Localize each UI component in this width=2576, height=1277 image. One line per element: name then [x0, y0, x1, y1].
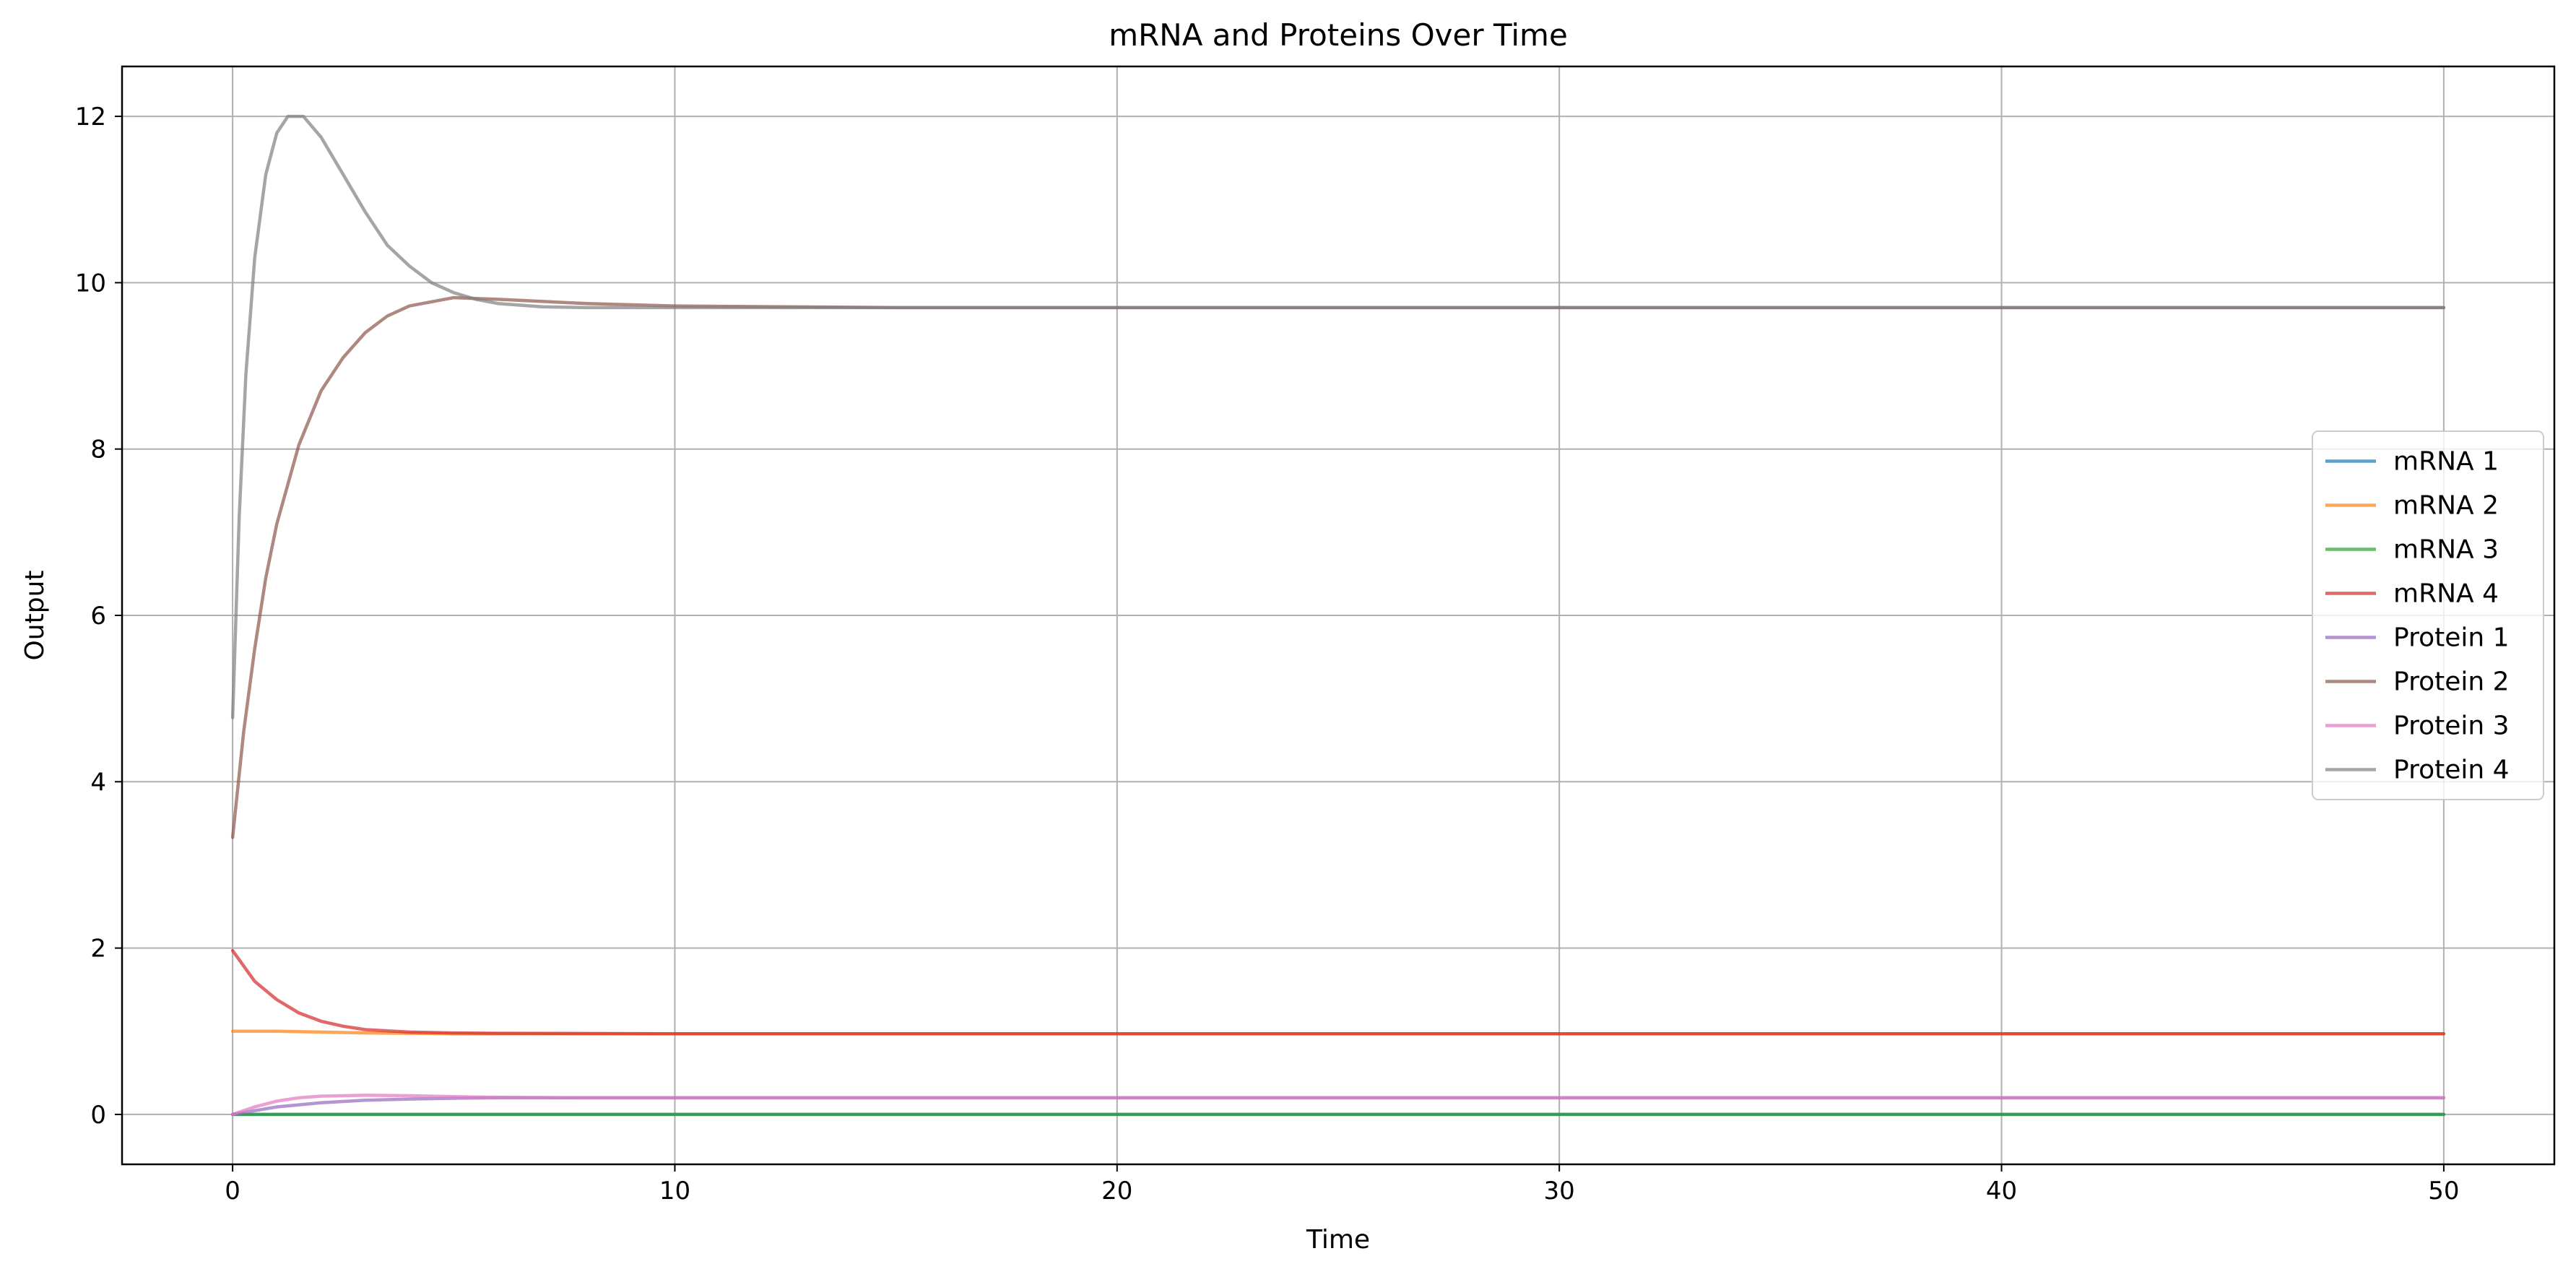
legend-label-mrna-1: mRNA 1 [2393, 447, 2499, 477]
chart-title: mRNA and Proteins Over Time [1109, 17, 1568, 53]
y-tick-label: 10 [75, 269, 106, 298]
legend-label-protein-2: Protein 2 [2393, 667, 2510, 697]
y-tick-label: 12 [75, 103, 106, 131]
x-axis-title: Time [1306, 1225, 1370, 1255]
y-tick-label: 8 [90, 436, 106, 464]
y-tick-label: 2 [90, 935, 106, 964]
legend-box [2312, 430, 2544, 800]
legend-label-mrna-2: mRNA 2 [2393, 491, 2499, 521]
series-line-protein-4 [230, 114, 2446, 719]
axis-ticks: 0 10 20 30 40 50 0 2 4 6 8 10 12 [75, 103, 2460, 1205]
series-lines [230, 114, 2446, 1117]
series-line-protein-3 [230, 1094, 2446, 1117]
x-tick-label: 10 [659, 1177, 690, 1205]
y-tick-label: 4 [90, 768, 106, 797]
legend-label-mrna-4: mRNA 4 [2393, 579, 2499, 609]
legend-label-mrna-3: mRNA 3 [2393, 535, 2499, 565]
x-tick-label: 40 [1986, 1177, 2017, 1205]
x-tick-label: 30 [1544, 1177, 1575, 1205]
y-tick-label: 6 [90, 602, 106, 631]
y-tick-label: 0 [90, 1101, 106, 1130]
series-line-mrna-4 [230, 948, 2446, 1036]
x-tick-label: 20 [1101, 1177, 1132, 1205]
legend-label-protein-4: Protein 4 [2393, 756, 2510, 785]
legend-label-protein-3: Protein 3 [2393, 711, 2510, 741]
y-axis-title: Output [20, 570, 50, 660]
legend-label-protein-1: Protein 1 [2393, 623, 2510, 653]
x-tick-label: 0 [225, 1177, 240, 1205]
legend: mRNA 1 mRNA 2 mRNA 3 mRNA 4 Protein 1 Protein… [2312, 430, 2544, 800]
x-tick-label: 50 [2428, 1177, 2459, 1205]
